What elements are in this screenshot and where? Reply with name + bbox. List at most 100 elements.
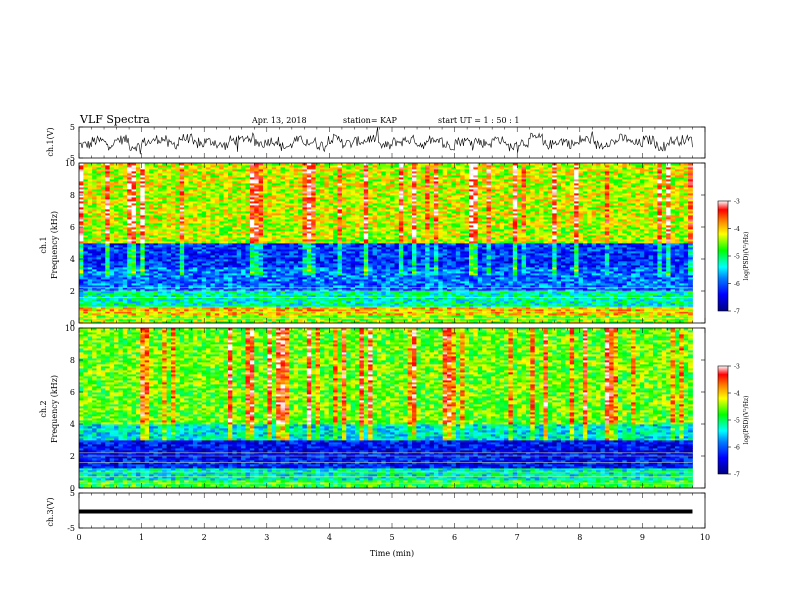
- spectrogram-cell: [131, 187, 137, 190]
- spectrogram-cell: [140, 195, 146, 198]
- spectrogram-cell: [127, 197, 132, 200]
- spectrogram-cell: [105, 253, 111, 256]
- spectrogram-cell: [131, 281, 137, 284]
- spectrogram-cell: [79, 207, 84, 210]
- spectrogram-cell: [96, 245, 102, 248]
- spectrogram-cell: [131, 309, 137, 312]
- spectrogram-cell: [135, 193, 141, 196]
- spectrogram-cell: [114, 171, 119, 174]
- spectrogram-cell: [114, 239, 119, 242]
- spectrogram-cell: [127, 289, 132, 292]
- spectrogram-cell: [127, 215, 132, 218]
- spectrogram-cell: [79, 233, 84, 236]
- spectrogram-cell: [92, 285, 97, 288]
- spectrogram-cell: [109, 185, 115, 188]
- spectrogram-cell: [109, 263, 115, 266]
- spectrogram-cell: [122, 249, 128, 252]
- spectrogram-cell: [83, 171, 89, 174]
- spectrogram-cell: [122, 175, 128, 178]
- spectrogram-cell: [135, 231, 141, 234]
- spectrogram-cell: [96, 285, 102, 288]
- spectrogram-cell: [122, 189, 128, 192]
- spectrogram-cell: [131, 211, 137, 214]
- spectrogram-cell: [105, 175, 111, 178]
- spectrogram-cell: [96, 295, 102, 298]
- spectrogram-cell: [109, 267, 115, 270]
- spectrogram-cell: [114, 221, 119, 224]
- spectrogram-cell: [100, 295, 106, 298]
- spectrogram-cell: [122, 297, 128, 300]
- spectrogram-cell: [83, 321, 89, 324]
- spectrogram-cell: [144, 295, 150, 298]
- spectrogram-cell: [100, 251, 106, 254]
- spectrogram-cell: [100, 303, 106, 306]
- spectrogram-cell: [135, 297, 141, 300]
- spectrogram-cell: [87, 207, 93, 210]
- spectrogram-cell: [87, 163, 93, 166]
- spectrogram-cell: [109, 279, 115, 282]
- spectrogram-cell: [135, 169, 141, 172]
- spectrogram-cell: [109, 215, 115, 218]
- spectrogram-cell: [144, 267, 150, 270]
- spectrogram-cell: [105, 181, 111, 184]
- spectrogram-cell: [96, 253, 102, 256]
- spectrogram-cell: [109, 249, 115, 252]
- spectrogram-cell: [109, 233, 115, 236]
- spectrogram-cell: [114, 303, 119, 306]
- spectrogram-cell: [135, 181, 141, 184]
- spectrogram-cell: [122, 301, 128, 304]
- spectrogram-cell: [109, 305, 115, 308]
- spectrogram-cell: [122, 209, 128, 212]
- spectrogram-cell: [122, 197, 128, 200]
- spectrogram-cell: [122, 191, 128, 194]
- spectrogram-cell: [87, 167, 93, 170]
- spectrogram-cell: [79, 301, 84, 304]
- spectrogram-cell: [140, 285, 146, 288]
- spectrogram-cell: [127, 247, 132, 250]
- spectrogram-cell: [109, 241, 115, 244]
- spectrogram-cell: [105, 225, 111, 228]
- spectrogram-cell: [140, 313, 146, 316]
- spectrogram-cell: [100, 167, 106, 170]
- spectrogram-cell: [96, 309, 102, 312]
- spectrogram-cell: [140, 167, 146, 170]
- spectrogram-cell: [144, 307, 150, 310]
- spectrogram-cell: [127, 221, 132, 224]
- spectrogram-cell: [92, 275, 97, 278]
- spectrogram-cell: [87, 251, 93, 254]
- spectrogram-cell: [92, 189, 97, 192]
- spectrogram-cell: [92, 177, 97, 180]
- spectrogram-cell: [92, 223, 97, 226]
- spectrogram-cell: [96, 181, 102, 184]
- spectrogram-cell: [131, 301, 137, 304]
- spectrogram-cell: [92, 307, 97, 310]
- spectrogram-cell: [105, 207, 111, 210]
- spectrogram-cell: [118, 197, 124, 200]
- spectrogram-cell: [131, 191, 137, 194]
- spectrogram-cell: [105, 179, 111, 182]
- spectrogram-cell: [114, 193, 119, 196]
- spectrogram-cell: [100, 267, 106, 270]
- spectrogram-cell: [114, 251, 119, 254]
- spectrogram-cell: [92, 295, 97, 298]
- spectrogram-cell: [96, 283, 102, 286]
- spectrogram-cell: [96, 175, 102, 178]
- spectrogram-cell: [122, 211, 128, 214]
- spectrogram-cell: [96, 165, 102, 168]
- spectrogram-cell: [114, 267, 119, 270]
- spectrogram-cell: [127, 279, 132, 282]
- spectrogram-cell: [96, 219, 102, 222]
- spectrogram-cell: [131, 169, 137, 172]
- spectrogram-cell: [109, 307, 115, 310]
- spectrogram-cell: [127, 213, 132, 216]
- spectrogram-cell: [87, 315, 93, 318]
- spectrogram-cell: [114, 253, 119, 256]
- spectrogram-cell: [83, 307, 89, 310]
- spectrogram-cell: [100, 205, 106, 208]
- spectrogram-cell: [131, 189, 137, 192]
- spectrogram-cell: [127, 217, 132, 220]
- spectrogram-cell: [100, 313, 106, 316]
- spectrogram-cell: [118, 321, 124, 324]
- spectrogram-cell: [87, 181, 93, 184]
- spectrogram-cell: [131, 233, 137, 236]
